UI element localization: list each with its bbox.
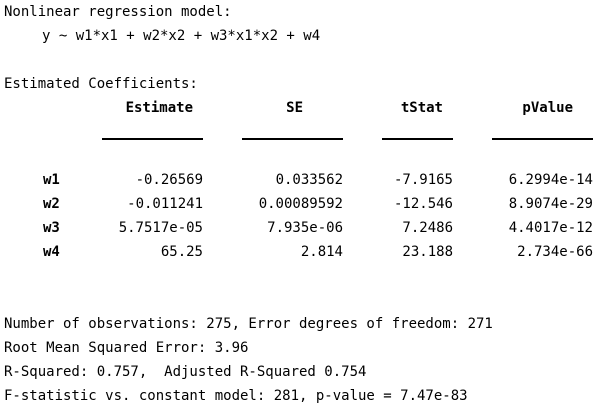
cell-estimate: 65.25 [160,244,203,260]
model-formula: y ~ w1*x1 + w2*x2 + w3*x1*x2 + w4 [42,28,321,44]
model-title: Nonlinear regression model: [4,4,232,20]
cell-se: 0.033562 [275,172,343,188]
cell-pvalue: 4.4017e-12 [508,220,593,236]
header-estimate: Estimate [125,100,193,116]
cell-estimate: 5.7517e-05 [118,220,203,236]
header-se: SE [286,100,303,116]
cell-se: 2.814 [300,244,343,260]
cell-se: 0.00089592 [258,196,343,212]
header-tstat: tStat [400,100,443,116]
summary-rmse: Root Mean Squared Error: 3.96 [4,340,249,356]
header-rule-se [242,138,343,140]
cell-pvalue: 6.2994e-14 [508,172,593,188]
cell-tstat: 23.188 [402,244,453,260]
coefficients-title: Estimated Coefficients: [4,76,198,92]
header-rule-estimate [102,138,203,140]
row-name: w3 [43,220,60,236]
row-name: w2 [43,196,60,212]
summary-f-statistic: F-statistic vs. constant model: 281, p-v… [4,388,468,404]
cell-tstat: 7.2486 [402,220,453,236]
cell-pvalue: 2.734e-66 [517,244,593,260]
summary-observations: Number of observations: 275, Error degre… [4,316,493,332]
summary-r-squared: R-Squared: 0.757, Adjusted R-Squared 0.7… [4,364,367,380]
header-rule-tstat [382,138,453,140]
header-pvalue: pValue [522,100,573,116]
cell-estimate: -0.011241 [127,196,203,212]
cell-pvalue: 8.9074e-29 [508,196,593,212]
row-name: w1 [43,172,60,188]
header-rule-pvalue [492,138,593,140]
cell-estimate: -0.26569 [135,172,203,188]
cell-tstat: -12.546 [393,196,453,212]
row-name: w4 [43,244,60,260]
cell-se: 7.935e-06 [267,220,343,236]
cell-tstat: -7.9165 [393,172,453,188]
